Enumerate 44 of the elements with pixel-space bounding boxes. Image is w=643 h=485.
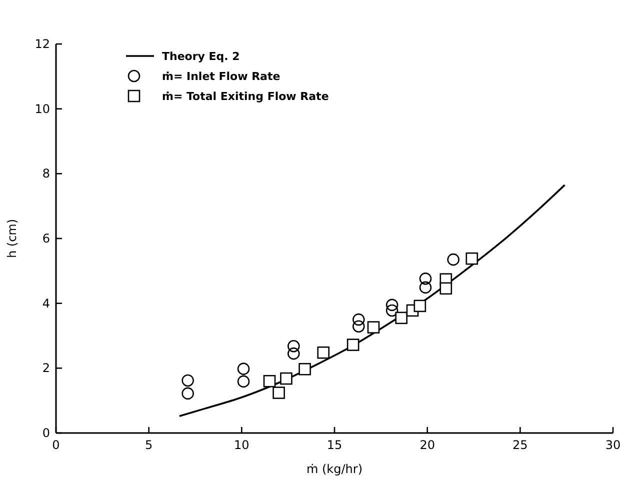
point [288, 340, 300, 352]
point [280, 372, 292, 385]
x-tick-label: 30 [605, 438, 621, 452]
x-tick-label: 25 [512, 438, 528, 452]
point [288, 347, 300, 360]
y-tick-label: 2 [42, 361, 50, 376]
y-tick-label: 10 [34, 102, 50, 116]
y-tick-label: 8 [42, 166, 50, 181]
y-tick-label: 6 [42, 232, 50, 246]
point [386, 304, 398, 317]
legend-label: ṁ= Inlet Flow Rate [162, 70, 280, 83]
point [419, 281, 432, 294]
point [298, 362, 311, 376]
legend-label: Theory Eq. 2 [162, 50, 240, 63]
point [317, 346, 330, 359]
point [386, 298, 398, 312]
y-tick-label: 0 [42, 426, 50, 440]
x-tick-label: 5 [145, 438, 153, 452]
x-tick-label: 20 [420, 438, 435, 452]
point [352, 313, 365, 326]
point [237, 362, 250, 375]
point [182, 387, 194, 400]
point [395, 312, 408, 324]
point [367, 321, 380, 334]
point [419, 272, 432, 285]
point [440, 282, 452, 295]
y-axis-title: h (cm) [5, 218, 19, 258]
point [447, 253, 460, 266]
point [466, 252, 478, 265]
x-tick-label: 10 [234, 438, 250, 452]
point [263, 374, 276, 388]
y-tick-label: 12 [34, 37, 50, 51]
point [237, 375, 250, 388]
point [182, 374, 194, 387]
point [414, 300, 426, 312]
line-series [178, 184, 566, 418]
x-tick-label: 0 [52, 438, 60, 452]
point [352, 320, 365, 332]
point [272, 386, 285, 399]
x-axis-title: ṁ (kg/hr) [306, 462, 363, 476]
x-tick-label: 15 [326, 438, 342, 452]
legend-label: ṁ= Total Exiting Flow Rate [162, 90, 329, 103]
y-tick-label: 4 [42, 296, 50, 310]
point [346, 338, 360, 351]
